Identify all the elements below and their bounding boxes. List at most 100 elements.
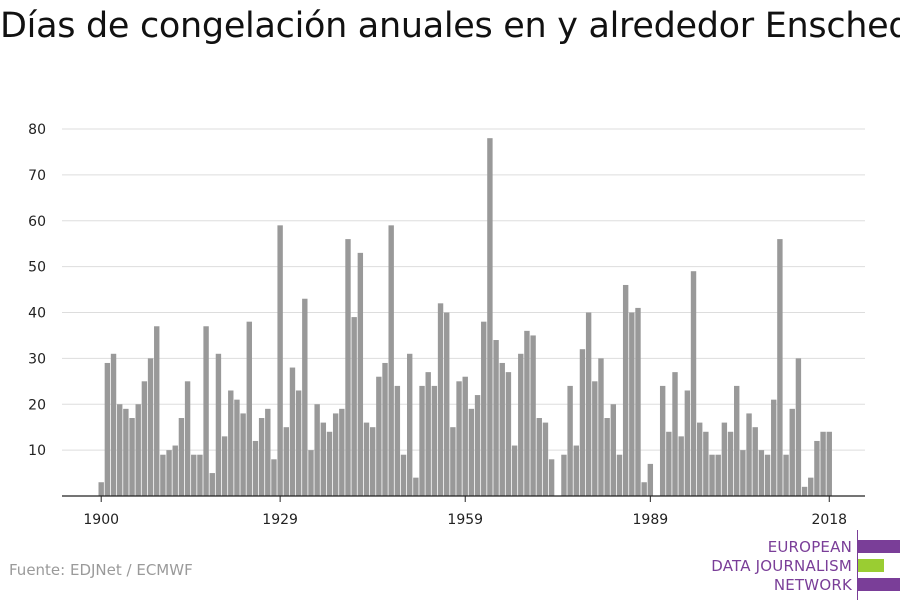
bar-2017 <box>820 431 826 496</box>
bar-1956 <box>444 312 450 496</box>
bar-1912 <box>172 445 178 496</box>
logo-bar-green <box>858 559 884 572</box>
bar-2011 <box>783 454 789 496</box>
y-axis-tick-labels: 10 20 30 40 50 60 70 80 <box>28 122 46 459</box>
bar-1952 <box>419 385 425 496</box>
bar-1913 <box>178 418 185 496</box>
bar-1986 <box>629 312 635 496</box>
bar-1975 <box>561 454 567 496</box>
bar-1942 <box>357 252 364 496</box>
bar-2006 <box>752 427 758 496</box>
bar-1926 <box>258 418 265 496</box>
bar-1953 <box>425 372 431 496</box>
bar-1961 <box>474 395 481 496</box>
bar-1909 <box>154 326 160 496</box>
bar-1973 <box>548 459 555 496</box>
bar-1999 <box>709 454 715 496</box>
bar-2000 <box>715 454 721 496</box>
bar-2015 <box>808 477 814 496</box>
source-note: Fuente: EDJNet / ECMWF <box>9 561 193 579</box>
bar-1917 <box>203 326 209 496</box>
bar-1951 <box>413 477 419 496</box>
bar-1968 <box>518 353 524 496</box>
bar-1908 <box>147 358 154 496</box>
bar-1927 <box>265 408 271 496</box>
bar-2005 <box>746 413 752 496</box>
logo-divider <box>857 530 858 600</box>
bar-1914 <box>184 381 191 496</box>
bar-1978 <box>579 349 586 496</box>
bar-1921 <box>228 390 234 496</box>
bar-2007 <box>758 450 765 496</box>
logo-text-european: EUROPEAN <box>767 538 852 556</box>
bar-2013 <box>795 358 802 496</box>
x-tick-label: 1959 <box>447 512 483 528</box>
bar-1934 <box>308 450 314 496</box>
bar-1936 <box>320 422 327 496</box>
x-axis: 1900 1929 1959 1989 2018 <box>62 495 865 528</box>
bar-1911 <box>166 450 172 496</box>
bar-2002 <box>727 431 734 496</box>
bar-1901 <box>104 362 111 496</box>
bar-1905 <box>129 418 135 496</box>
bar-1935 <box>314 404 320 496</box>
bar-1979 <box>585 312 592 496</box>
bar-1943 <box>363 422 370 496</box>
bar-1957 <box>450 427 456 496</box>
bar-1948 <box>394 385 401 496</box>
bar-1910 <box>160 454 166 496</box>
bar-1946 <box>382 362 388 496</box>
bar-1991 <box>659 385 666 496</box>
bar-1976 <box>567 385 573 496</box>
logo-bar-purple-bottom <box>858 578 900 591</box>
bar-1922 <box>234 399 240 496</box>
y-tick-label: 50 <box>28 260 46 276</box>
bar-1965 <box>499 362 505 496</box>
bar-1994 <box>678 436 684 496</box>
bar-1989 <box>647 463 654 496</box>
bar-2012 <box>789 408 795 496</box>
bar-2018 <box>826 431 832 496</box>
x-tick-label: 2018 <box>811 512 847 528</box>
bar-1918 <box>209 473 215 496</box>
bar-1906 <box>135 404 141 496</box>
bar-1971 <box>536 418 542 496</box>
logo-bar-purple-top <box>858 540 900 553</box>
bar-1966 <box>505 372 512 496</box>
bar-1924 <box>246 321 252 496</box>
bar-1972 <box>542 422 549 496</box>
bar-1945 <box>376 376 382 496</box>
y-tick-label: 60 <box>28 214 46 230</box>
bar-1902 <box>110 353 117 496</box>
y-tick-label: 30 <box>28 351 46 367</box>
logo-text-data-journalism: DATA JOURNALISM <box>711 557 852 575</box>
bar-1938 <box>332 413 339 496</box>
bar-1915 <box>191 454 197 496</box>
bar-1920 <box>221 436 228 496</box>
bar-2016 <box>814 440 820 496</box>
bar-1995 <box>684 390 691 496</box>
bar-2003 <box>734 385 740 496</box>
bar-1982 <box>604 418 610 496</box>
bar-1985 <box>622 284 629 496</box>
logo-text-network: NETWORK <box>773 576 852 594</box>
bar-1903 <box>117 404 123 496</box>
bar-1977 <box>573 445 579 496</box>
bar-1983 <box>610 404 617 496</box>
y-tick-label: 40 <box>28 306 46 322</box>
bar-1907 <box>141 381 148 496</box>
bar-2004 <box>740 450 746 496</box>
y-tick-label: 20 <box>28 397 46 413</box>
bar-1997 <box>696 422 703 496</box>
bar-1944 <box>369 427 376 496</box>
bar-1937 <box>326 431 333 496</box>
bars <box>98 138 832 497</box>
bar-2009 <box>771 399 777 496</box>
bar-1923 <box>240 413 246 496</box>
bar-1925 <box>252 440 259 496</box>
bar-1949 <box>400 454 407 496</box>
bar-1963 <box>487 138 493 497</box>
chart-title: Días de congelación anuales en y alreded… <box>0 6 900 46</box>
bar-1930 <box>283 427 289 496</box>
